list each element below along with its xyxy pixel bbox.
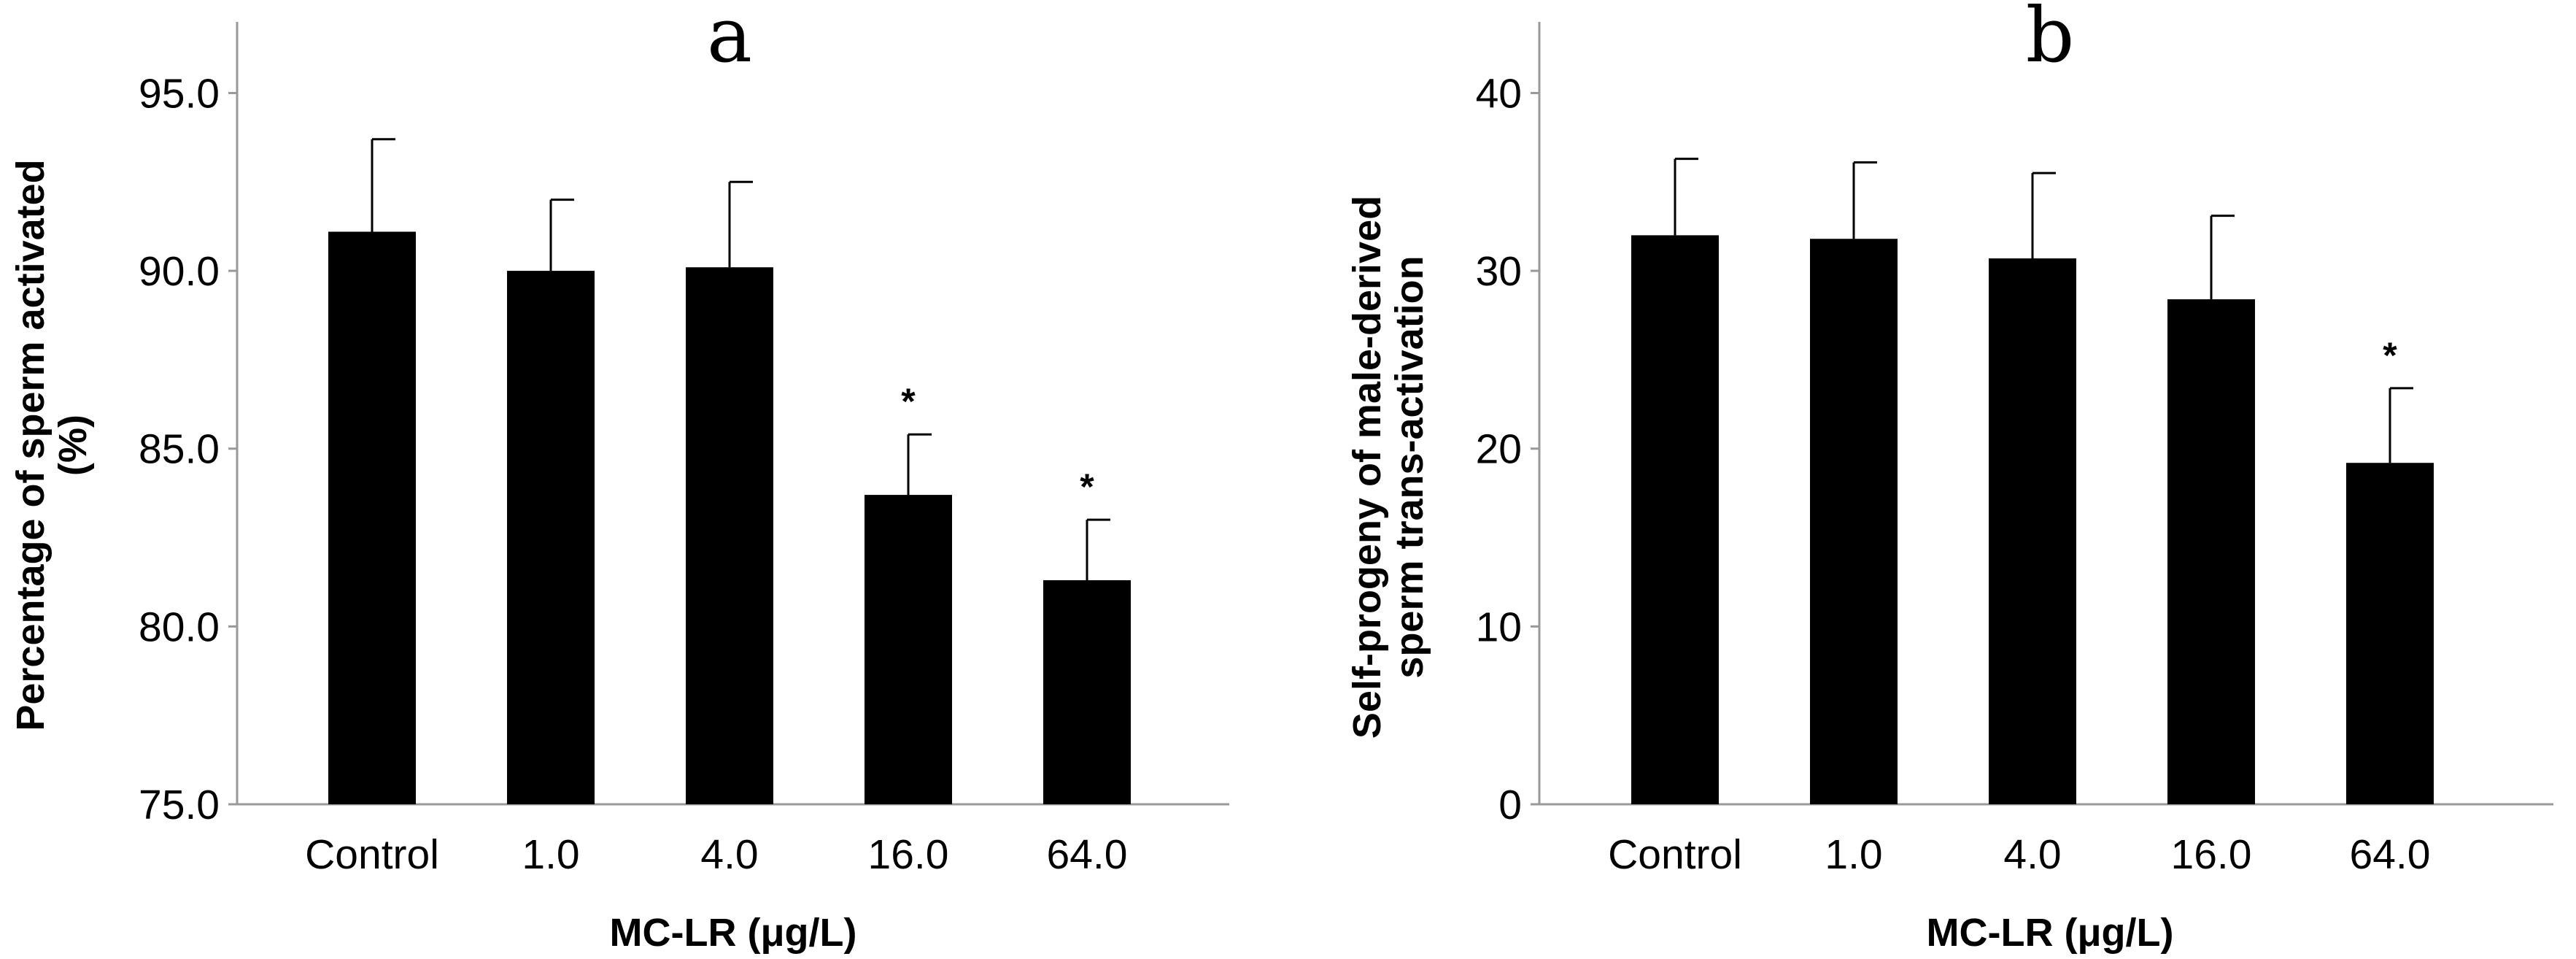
chart-panel-b: b MC-LR (μg/L) Self-progeny of male-deri… — [1345, 0, 2553, 955]
y-tick-label-b: 30 — [1476, 248, 1522, 295]
bar-b — [2167, 299, 2255, 804]
y-tick-label-a: 85.0 — [139, 426, 220, 473]
x-tick-label-b: 64.0 — [2350, 831, 2431, 878]
x-tick-label-b: Control — [1608, 831, 1742, 878]
significance-star-b: * — [2383, 335, 2397, 376]
chart-panel-a: a MC-LR (μg/L) Percentage of sperm activ… — [9, 0, 1229, 955]
x-tick-label-a: 1.0 — [522, 831, 579, 878]
bar-a — [686, 267, 773, 805]
panel-label-b: b — [2026, 0, 2075, 80]
bar-a — [865, 495, 952, 804]
y-tick-label-a: 90.0 — [139, 248, 220, 295]
bar-a — [507, 271, 595, 804]
bar-b — [2346, 463, 2434, 804]
y-axis-title-a-line2: (%) — [51, 415, 95, 476]
panel-label-a: a — [707, 0, 752, 80]
x-tick-label-a: 16.0 — [868, 831, 949, 878]
significance-star-a: * — [1080, 466, 1094, 507]
bar-b — [1810, 239, 1898, 805]
y-axis-title-b-line1: Self-progeny of male-derived — [1345, 196, 1389, 739]
x-axis-title-b: MC-LR (μg/L) — [1927, 911, 2174, 955]
y-tick-label-a: 80.0 — [139, 604, 220, 650]
significance-star-a: * — [901, 381, 916, 422]
bar-a — [1043, 580, 1131, 804]
y-tick-label-a: 75.0 — [139, 782, 220, 828]
y-tick-label-b: 40 — [1476, 70, 1522, 117]
y-tick-label-a: 95.0 — [139, 70, 220, 117]
x-axis-title-a: MC-LR (μg/L) — [610, 911, 857, 955]
x-tick-label-b: 16.0 — [2171, 831, 2252, 878]
x-tick-label-a: Control — [305, 831, 439, 878]
y-axis-title-a-line1: Percentage of sperm activated — [9, 159, 53, 731]
y-axis-title-b-line2: sperm trans-activation — [1388, 255, 1431, 678]
y-tick-label-b: 10 — [1476, 604, 1522, 650]
bar-b — [1631, 235, 1719, 804]
y-tick-label-b: 0 — [1498, 782, 1522, 828]
x-tick-label-b: 4.0 — [2003, 831, 2061, 878]
y-tick-label-b: 20 — [1476, 426, 1522, 473]
bar-b — [1989, 258, 2076, 804]
bar-a — [328, 231, 416, 804]
x-tick-label-a: 64.0 — [1047, 831, 1128, 878]
x-tick-label-b: 1.0 — [1825, 831, 1882, 878]
x-tick-label-a: 4.0 — [700, 831, 758, 878]
